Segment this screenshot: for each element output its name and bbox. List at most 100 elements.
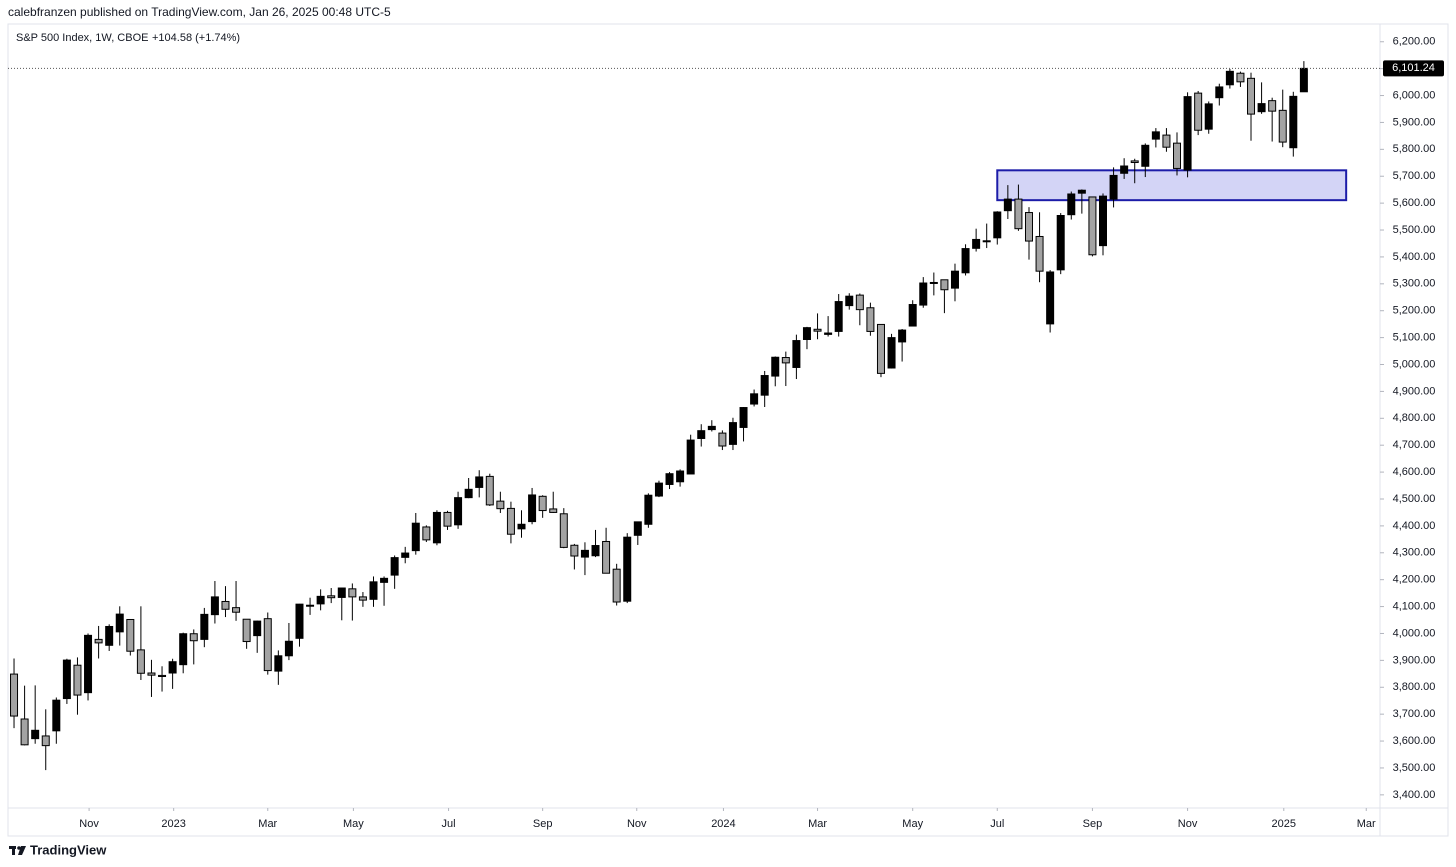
candle-body [1151, 131, 1160, 140]
x-tick-label: Jul [442, 818, 456, 830]
candle-body [496, 500, 505, 510]
candle-body [802, 327, 811, 340]
candle-body [929, 281, 938, 284]
y-tick-label: 6,000.00 [1393, 89, 1436, 101]
zone [996, 169, 1348, 202]
candle-body [232, 607, 241, 613]
footer: TradingView [30, 842, 107, 857]
last-price-box [1383, 60, 1444, 77]
candle-body [126, 618, 135, 652]
candle-body [337, 587, 346, 598]
candle-body [168, 661, 177, 674]
candle-body [52, 699, 61, 732]
candle-body [644, 494, 653, 525]
candle-body [1236, 72, 1245, 83]
x-tick-label: May [343, 818, 364, 830]
candle-body [200, 613, 209, 640]
candle-body [485, 475, 494, 506]
candle-body [1014, 198, 1023, 230]
x-tick-label: Sep [533, 818, 553, 830]
y-tick-label: 5,100.00 [1393, 332, 1436, 344]
candle-body [411, 522, 420, 552]
candle-body [369, 581, 378, 600]
candle-body [1130, 160, 1139, 164]
candle-body [602, 540, 611, 574]
candle-body [1299, 67, 1308, 93]
y-tick-label: 4,700.00 [1393, 439, 1436, 451]
y-tick-label: 4,600.00 [1393, 466, 1436, 478]
candle-body [972, 238, 981, 249]
y-tick-label: 3,800.00 [1393, 681, 1436, 693]
candle-body [20, 718, 29, 746]
candle-body [284, 640, 293, 657]
candle-body [633, 521, 642, 536]
candle-body [538, 495, 547, 512]
candle-body [866, 307, 875, 332]
candle-body [623, 536, 632, 602]
candle-body [41, 735, 50, 747]
y-tick-label: 4,100.00 [1393, 600, 1436, 612]
candle-body [136, 649, 145, 674]
candle-body [242, 618, 251, 643]
candle-body [316, 595, 325, 605]
candle-body [443, 511, 452, 527]
y-tick-label: 6,200.00 [1393, 36, 1436, 48]
candle-body [549, 508, 558, 513]
candle-body [1215, 86, 1224, 99]
candle-body [771, 356, 780, 377]
candle-body [697, 430, 706, 439]
y-tick-label: 5,700.00 [1393, 170, 1436, 182]
y-tick-label: 5,000.00 [1393, 358, 1436, 370]
x-tick-label: Mar [258, 818, 277, 830]
x-tick-label: Jul [990, 818, 1004, 830]
x-tick-label: Nov [79, 818, 99, 830]
y-tick-label: 5,900.00 [1393, 116, 1436, 128]
candle-body [1098, 195, 1107, 247]
candle-body [147, 672, 156, 676]
candle-body [84, 634, 93, 694]
candle-body [760, 375, 769, 396]
x-tick-label: 2023 [161, 818, 185, 830]
candle-body [1225, 70, 1234, 86]
candle-body [390, 557, 399, 576]
candle-body [1109, 174, 1118, 200]
candle-body [348, 588, 357, 598]
candle-body [115, 613, 124, 633]
candle-body [464, 488, 473, 499]
candle-body [94, 638, 103, 644]
candle-body [1024, 212, 1033, 242]
candle-body [1077, 189, 1086, 194]
candle-body [189, 633, 198, 642]
candle-body [210, 596, 219, 616]
tradingview-logo [9, 846, 26, 855]
candle-body [1120, 165, 1129, 174]
candle-body [105, 625, 114, 646]
y-tick-label: 4,800.00 [1393, 412, 1436, 424]
candle-body [665, 473, 674, 485]
change-label: +104.58 (+1.74%) [152, 32, 240, 44]
y-tick-label: 5,800.00 [1393, 143, 1436, 155]
candle-body [1141, 144, 1150, 167]
x-tick-label: Mar [1357, 818, 1376, 830]
x-tick-label: 2024 [711, 818, 735, 830]
y-tick-label: 4,300.00 [1393, 547, 1436, 559]
candle-body [1162, 134, 1171, 148]
candle-body [950, 270, 959, 289]
candle-body [432, 511, 441, 544]
candle-body [401, 552, 410, 558]
candle-body [676, 470, 685, 483]
y-tick-label: 4,400.00 [1393, 520, 1436, 532]
y-tick-label: 5,200.00 [1393, 305, 1436, 317]
candle-body [179, 633, 188, 666]
candle-body [887, 337, 896, 369]
candle-body [1194, 92, 1203, 131]
x-tick-label: May [902, 818, 923, 830]
y-tick-label: 4,200.00 [1393, 574, 1436, 586]
candle-body [781, 357, 790, 364]
candle-body [380, 577, 389, 583]
candle-body [306, 604, 315, 607]
candle-body [612, 568, 621, 603]
candle-body [263, 618, 272, 672]
candle-body [908, 304, 917, 327]
candle-body [31, 729, 40, 740]
